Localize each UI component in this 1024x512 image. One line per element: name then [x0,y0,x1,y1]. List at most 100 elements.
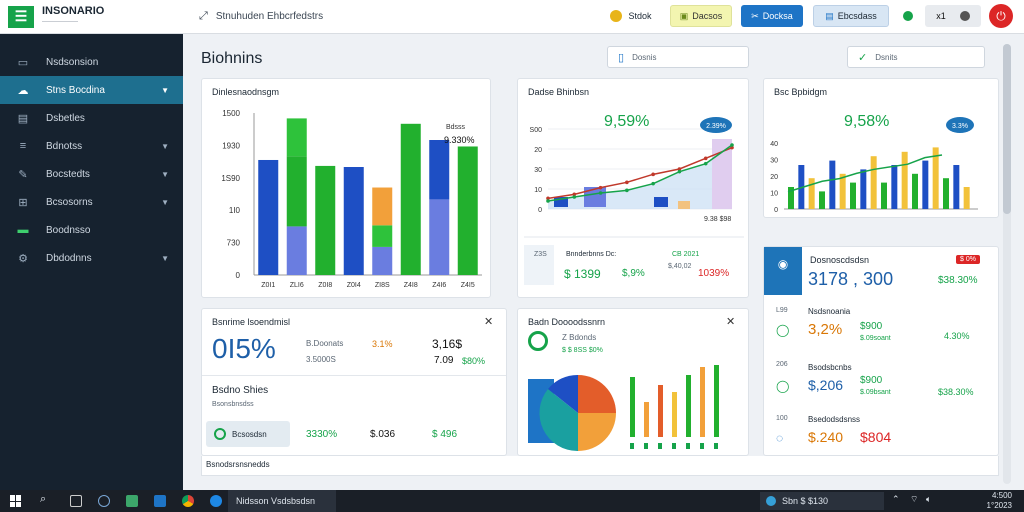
grid-icon: ⊞ [18,196,28,209]
sidebar-item-0[interactable]: ▭ Nsdsonsion [0,48,183,76]
search-button[interactable]: Stdok [603,5,659,27]
bubble-label: 2.39% [706,123,726,130]
close-app-button[interactable]: ⏻ [989,4,1013,28]
card-title: Bsnrime lsoendmisl [212,317,291,327]
volume-icon[interactable]: 🔈︎ [926,494,932,504]
x-tick-label: Z4I8 [404,282,418,289]
x-tick-mark [644,443,648,449]
chip-icon: ▣ [679,10,689,21]
data-point [572,195,577,199]
data-point [703,156,708,161]
sub-caption: Bsonsbnsdss [212,401,254,408]
sidebar-item-2[interactable]: ▤ Dsbetles [0,104,183,132]
close-icon[interactable]: ✕ [484,316,494,328]
row-value-3: $.09soant [860,335,891,342]
clock[interactable]: 4:500 1°2023 [986,491,1012,510]
x-tick-mark [672,443,676,449]
bar [372,187,393,226]
search-icon[interactable]: ⌕ [40,493,47,505]
bar [400,123,421,275]
footer-strip: Bsnodsrsnsnedds [201,456,999,476]
row-value-4: $38.30% [938,387,974,397]
row-label: Bsedodsdsnss [808,415,861,424]
row-number: L99 [776,307,788,314]
chrome-icon[interactable] [182,495,194,507]
chevron-down-icon: ▼ [161,253,169,263]
sub-title: Bsdno Shies [212,385,269,396]
sidebar-item-1[interactable]: ☁ Stns Bocdina ▼ [0,76,183,104]
sidebar-item-label: Nsdsonsion [46,56,99,68]
taskbar-app[interactable]: Nidsson Vsdsbsdsn [228,490,336,512]
edge-icon[interactable] [210,495,222,507]
bar [860,169,867,209]
sidebar-item-6[interactable]: ▬ Boodnsso [0,216,183,244]
legend-2: $ $ 8SS $0% [562,347,603,354]
filter-tag-1[interactable]: ▯ Dosnis [607,46,749,68]
page-title: Biohnins [201,50,263,67]
task-view-icon[interactable] [70,495,82,507]
y-tick-label: 1500 [222,109,240,118]
x-tick-mark [700,443,704,449]
tray-area[interactable]: Sbn $ $130 [760,492,884,510]
breadcrumb[interactable]: ⤢ Stnuhuden Ehbcrfedstrs [199,10,324,22]
bar [343,167,364,275]
footer-label-1: Bnnderbnns Dc: [566,251,617,258]
y-tick-label: 40 [770,141,778,148]
row-value-1: 3,2% [808,321,843,338]
sidebar: ☰ INSONARIO —————— ▭ Nsdsonsion ☁ Stns Boc… [0,0,183,490]
y-tick-label: 20 [534,147,542,154]
bar [654,197,668,207]
toolbar-button-2[interactable]: ✂ Docksa [741,5,803,27]
x-tick-mark [686,443,690,449]
chevron-up-icon[interactable]: ⌃ [892,494,900,504]
bar [686,375,691,437]
top-bar: ⤢ Stnuhuden Ehbcrfedstrs Stdok ▣ Dacsos ✂ D… [183,0,1024,34]
bar [658,385,663,437]
row1-label: B.Doonats [306,339,344,348]
filter-tag-2[interactable]: ✓ Dsnits [847,46,985,68]
scrollbar[interactable] [1003,44,1011,484]
footer-value-1: 3330% [306,429,338,440]
filter-chip[interactable]: Bcsosdsn [206,421,290,447]
bar [943,178,949,209]
status-badge: $ 0% [956,255,980,264]
toolbar-button-3[interactable]: ▤ Ebcsdass [813,5,889,27]
list-icon: ≡ [19,140,27,152]
row1-value-2: 3,16$ [432,337,463,351]
sidebar-item-7[interactable]: ⚙ Dbdodnns ▼ [0,244,183,272]
scrollbar-thumb[interactable] [1003,44,1011,214]
toolbar-button-1[interactable]: ▣ Dacsos [670,5,732,27]
bar [714,365,719,437]
brand[interactable]: ☰ INSONARIO —————— [0,0,183,34]
area-fill [548,145,732,209]
sidebar-item-4[interactable]: ✎ Bocstedts ▼ [0,160,183,188]
wifi-icon[interactable]: ⌔ [910,494,919,504]
row-value-2: $900 [860,375,883,386]
data-point [677,169,682,174]
mail-icon[interactable] [154,495,166,507]
row2-value-1: 7.09 [434,355,454,366]
end-label: 9.38 $98 [704,216,731,223]
y-tick-label: 1930 [222,141,240,150]
store-icon[interactable] [126,495,138,507]
x-tick-label: Z0I4 [347,282,361,289]
bar [429,199,450,275]
counter-toggle[interactable]: x1 [925,5,981,27]
bar [819,191,825,209]
sidebar-item-3[interactable]: ≡ Bdnotss ▼ [0,132,183,160]
row-value-2: $804 [860,429,892,445]
bar-chart-card: Dinlesnaodnsgm 0 730 1I0 1S90 1930 1500 Z0I1 ZL… [201,78,491,298]
trend-chart: 0 10 20 30 40 3.3% [770,117,978,214]
data-point [651,172,655,177]
status-dot-icon [903,11,913,21]
bar [372,246,393,275]
top-value: 3178 , 300 [808,269,894,289]
chat-icon[interactable] [98,495,110,507]
top-pct: $38.30% [938,275,978,286]
bar [429,140,450,200]
close-icon[interactable]: ✕ [726,316,736,328]
windows-start-icon[interactable] [10,495,22,507]
row1-value-1: 3.1% [372,339,393,349]
combo-chart [528,365,719,452]
sidebar-item-5[interactable]: ⊞ Bcsosorns ▼ [0,188,183,216]
